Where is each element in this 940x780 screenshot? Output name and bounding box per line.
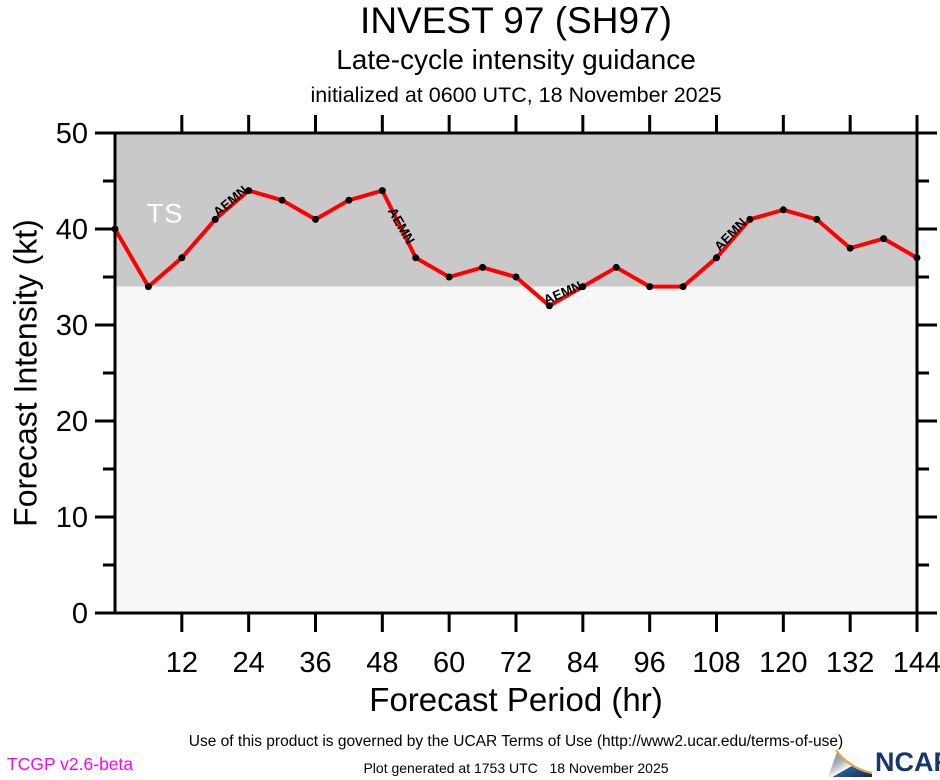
plot-border xyxy=(113,131,919,615)
x-tick-label: 24 xyxy=(233,647,265,679)
data-point-marker xyxy=(713,254,720,262)
data-point-marker xyxy=(746,215,754,223)
x-tick-label: 12 xyxy=(166,647,198,679)
data-point-marker xyxy=(679,283,687,291)
data-point-marker xyxy=(378,187,386,195)
x-tick-label: 36 xyxy=(299,647,331,679)
data-point-marker xyxy=(545,302,553,310)
generated-timestamp: Plot generated at 1753 UTC 18 November 2… xyxy=(363,760,669,776)
data-point-marker xyxy=(445,273,453,281)
data-point-marker xyxy=(479,263,487,271)
y-axis-label: Forecast Intensity (kt) xyxy=(7,219,44,527)
data-point-marker xyxy=(211,215,219,223)
init-time-line: initialized at 0600 UTC, 18 November 202… xyxy=(310,83,722,107)
data-point-marker xyxy=(779,206,787,214)
version-badge: TCGP v2.6-beta xyxy=(7,754,134,774)
band-ts xyxy=(115,133,917,287)
data-point-marker xyxy=(278,196,286,204)
x-tick-label: 132 xyxy=(826,647,874,679)
y-tick-label: 50 xyxy=(56,118,88,150)
data-point-marker xyxy=(312,215,319,223)
y-tick-label: 0 xyxy=(72,598,88,630)
page-title: INVEST 97 (SH97) xyxy=(360,0,672,41)
x-tick-label: 84 xyxy=(567,647,599,679)
data-point-marker xyxy=(612,263,620,271)
y-tick-label: 30 xyxy=(56,310,88,342)
data-point-marker xyxy=(245,187,253,195)
data-point-marker xyxy=(880,235,888,243)
swoosh-arc xyxy=(835,749,873,775)
ts-band-label: TS xyxy=(147,198,184,228)
x-tick-label: 144 xyxy=(893,647,940,679)
data-point-marker xyxy=(412,254,420,262)
y-tick-label: 20 xyxy=(56,406,88,438)
terms-of-use-text: Use of this product is governed by the U… xyxy=(188,733,844,750)
data-point-marker xyxy=(178,254,186,262)
x-tick-label: 108 xyxy=(692,647,740,679)
data-point-marker xyxy=(813,215,821,223)
y-tick-label: 40 xyxy=(56,214,88,246)
data-point-marker xyxy=(846,244,854,252)
band-below-threshold xyxy=(115,286,917,613)
x-tick-label: 120 xyxy=(759,647,807,679)
page-subtitle: Late-cycle intensity guidance xyxy=(336,44,696,75)
data-point-marker xyxy=(512,273,520,281)
data-point-marker xyxy=(579,283,587,291)
x-tick-label: 60 xyxy=(433,647,465,679)
data-point-marker xyxy=(646,283,654,291)
x-tick-label: 72 xyxy=(500,647,532,679)
x-axis-label: Forecast Period (hr) xyxy=(369,681,663,718)
ncar-logo-text: NCAR xyxy=(875,747,940,777)
x-tick-label: 48 xyxy=(366,647,398,679)
y-tick-label: 10 xyxy=(56,502,88,534)
ncar-logo: NCAR xyxy=(824,745,940,780)
ncar-swoosh-icon xyxy=(828,749,873,777)
x-tick-label: 96 xyxy=(634,647,666,679)
data-point-marker xyxy=(144,283,152,291)
data-point-marker xyxy=(345,196,353,204)
